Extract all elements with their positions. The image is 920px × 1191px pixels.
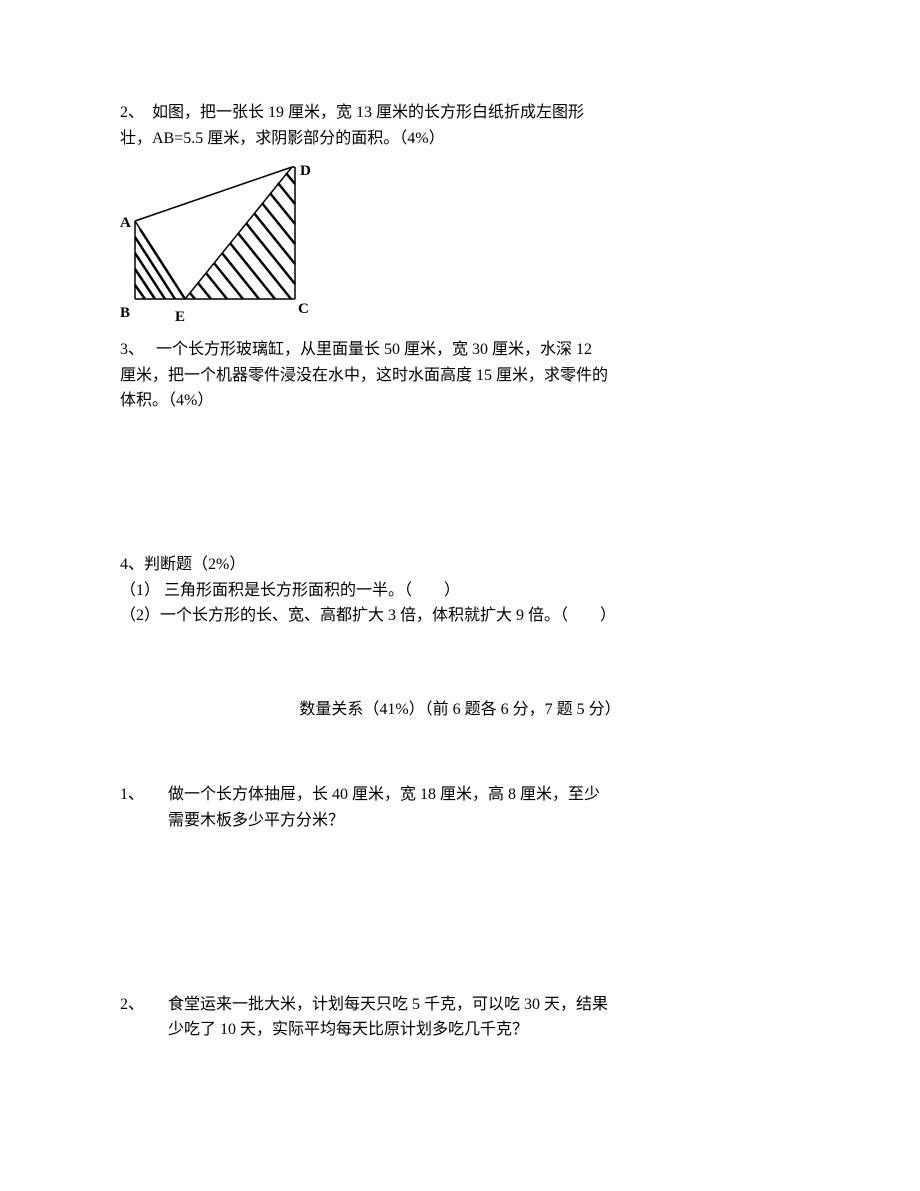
label-e: E bbox=[175, 305, 185, 329]
sq1-line1: 1、 做一个长方体抽屉，长 40 厘米，宽 18 厘米，高 8 厘米，至少 bbox=[120, 782, 800, 808]
spacer-1 bbox=[120, 422, 800, 552]
spacer-2 bbox=[120, 637, 800, 667]
q4-sub2: （2）一个长方形的长、宽、高都扩大 3 倍，体积就扩大 9 倍。（ ） bbox=[120, 603, 800, 629]
q2-line1: 2、 如图，把一张长 19 厘米，宽 13 厘米的长方形白纸折成左图形 bbox=[120, 104, 584, 121]
question-3: 3、 一个长方形玻璃缸，从里面量长 50 厘米，宽 30 厘米，水深 12 厘米… bbox=[120, 337, 800, 414]
label-a: A bbox=[120, 211, 131, 235]
label-c: C bbox=[298, 297, 309, 321]
label-d: D bbox=[300, 159, 311, 183]
q4-sub1: （1） 三角形面积是长方形面积的一半。（ ） bbox=[120, 578, 800, 604]
hatch-right bbox=[190, 173, 295, 299]
spacer-4 bbox=[120, 842, 800, 992]
spacer-3 bbox=[120, 752, 800, 782]
q2-line2: 壮，AB=5.5 厘米，求阴影部分的面积。（4%） bbox=[120, 130, 445, 147]
sq1-line2: 需要木板多少平方分米？ bbox=[120, 808, 800, 834]
hatch-left bbox=[135, 229, 185, 299]
q3-line2: 厘米，把一个机器零件浸没在水中，这时水面高度 15 厘米，求零件的 bbox=[120, 367, 608, 384]
question-3-text: 3、 一个长方形玻璃缸，从里面量长 50 厘米，宽 30 厘米，水深 12 厘米… bbox=[120, 337, 800, 414]
q3-line1: 3、 一个长方形玻璃缸，从里面量长 50 厘米，宽 30 厘米，水深 12 bbox=[120, 341, 592, 358]
question-2-text: 2、 如图，把一张长 19 厘米，宽 13 厘米的长方形白纸折成左图形 壮，AB… bbox=[120, 100, 800, 151]
section-question-2: 2、 食堂运来一批大米，计划每天只吃 5 千克，可以吃 30 天，结果 少吃了 … bbox=[120, 992, 800, 1043]
label-b: B bbox=[120, 301, 130, 325]
sq2-line2: 少吃了 10 天，实际平均每天比原计划多吃几千克？ bbox=[120, 1017, 800, 1043]
question-2: 2、 如图，把一张长 19 厘米，宽 13 厘米的长方形白纸折成左图形 壮，AB… bbox=[120, 100, 800, 151]
triangle-diagram: A B C D E bbox=[120, 159, 320, 329]
diagram-svg bbox=[120, 159, 320, 329]
section-title: 数量关系（41%）（前 6 题各 6 分，7 题 5 分） bbox=[120, 697, 800, 723]
section-question-1: 1、 做一个长方体抽屉，长 40 厘米，宽 18 厘米，高 8 厘米，至少 需要… bbox=[120, 782, 800, 833]
question-4: 4、判断题（2%） （1） 三角形面积是长方形面积的一半。（ ） （2）一个长方… bbox=[120, 552, 800, 629]
q3-line3: 体积。（4%） bbox=[120, 392, 213, 409]
q4-title: 4、判断题（2%） bbox=[120, 552, 800, 578]
sq2-line1: 2、 食堂运来一批大米，计划每天只吃 5 千克，可以吃 30 天，结果 bbox=[120, 992, 800, 1018]
